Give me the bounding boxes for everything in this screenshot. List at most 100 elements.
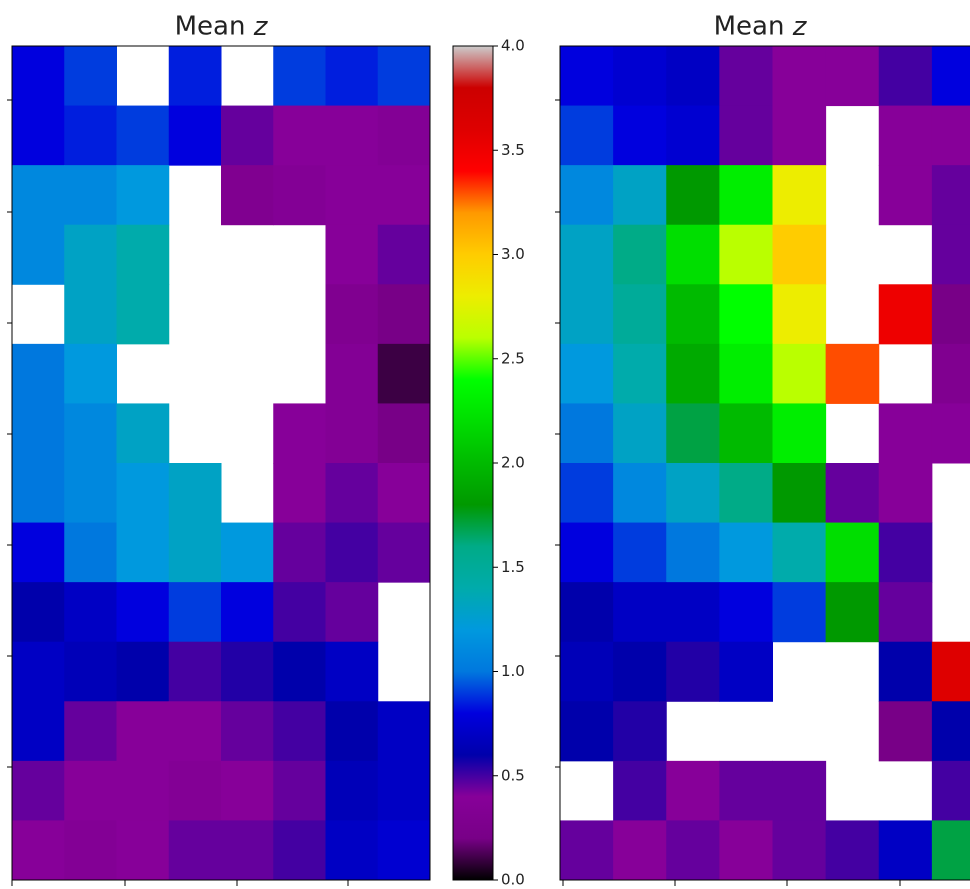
heatmap-cell bbox=[878, 522, 933, 583]
heatmap-cell bbox=[666, 582, 720, 643]
heatmap-cell bbox=[273, 820, 326, 881]
heatmap-cell bbox=[64, 105, 117, 166]
heatmap-cell bbox=[273, 165, 326, 226]
heatmap-cell bbox=[64, 403, 117, 464]
colorbar-tick-label: 2.0 bbox=[501, 454, 525, 472]
heatmap-cell bbox=[560, 403, 614, 464]
heatmap-cell bbox=[772, 522, 827, 583]
heatmap-cell bbox=[168, 463, 222, 524]
heatmap-cell bbox=[772, 463, 827, 524]
heatmap-cell bbox=[772, 284, 827, 345]
heatmap-cell bbox=[221, 582, 274, 643]
heatmap-cell bbox=[931, 284, 970, 345]
heatmap-cell bbox=[116, 760, 170, 821]
colorbar-tick-label: 4.0 bbox=[501, 37, 525, 55]
heatmap-cell bbox=[719, 760, 773, 821]
heatmap-cell bbox=[666, 820, 720, 881]
heatmap-cell bbox=[719, 641, 773, 702]
heatmap-cell bbox=[613, 760, 667, 821]
heatmap-cell bbox=[613, 105, 667, 166]
heatmap-cell bbox=[878, 641, 933, 702]
heatmap-cell bbox=[825, 820, 880, 881]
heatmap-cell bbox=[613, 463, 667, 524]
heatmap-cell bbox=[931, 343, 970, 404]
heatmap-cell bbox=[719, 403, 773, 464]
heatmap-cell bbox=[560, 701, 614, 762]
heatmap-cell bbox=[878, 820, 933, 881]
heatmap-cell bbox=[12, 165, 65, 226]
heatmap-cell bbox=[116, 105, 170, 166]
heatmap-cell bbox=[116, 582, 170, 643]
heatmap-cell bbox=[64, 224, 117, 285]
colorbar bbox=[452, 45, 494, 881]
heatmap-cell bbox=[64, 641, 117, 702]
heatmap-cell bbox=[12, 343, 65, 404]
heatmap-cell bbox=[273, 701, 326, 762]
heatmap-cell bbox=[273, 641, 326, 702]
heatmap-cell bbox=[719, 582, 773, 643]
heatmap-cell bbox=[116, 284, 170, 345]
heatmap-cell bbox=[221, 820, 274, 881]
heatmap-cell bbox=[273, 403, 326, 464]
heatmap-cell bbox=[666, 284, 720, 345]
heatmap-cell bbox=[931, 760, 970, 821]
heatmap-cell bbox=[719, 522, 773, 583]
heatmap-cell bbox=[12, 641, 65, 702]
heatmap-cell bbox=[560, 343, 614, 404]
heatmap-cell bbox=[825, 463, 880, 524]
heatmap-cell bbox=[772, 165, 827, 226]
heatmap-cell bbox=[116, 641, 170, 702]
heatmap-cell bbox=[168, 582, 222, 643]
heatmap-cell bbox=[666, 641, 720, 702]
heatmap-cell bbox=[273, 522, 326, 583]
heatmap-cell bbox=[613, 46, 667, 107]
heatmap-cell bbox=[560, 820, 614, 881]
heatmap-cell bbox=[560, 522, 614, 583]
heatmap-cell bbox=[666, 46, 720, 107]
heatmap-cell bbox=[560, 165, 614, 226]
heatmap-cell bbox=[168, 105, 222, 166]
colorbar-tick-label: 1.0 bbox=[501, 662, 525, 680]
colorbar-tick-label: 2.5 bbox=[501, 349, 525, 367]
heatmap-cell bbox=[560, 105, 614, 166]
heatmap-cell bbox=[64, 46, 117, 107]
heatmap-cell bbox=[221, 105, 274, 166]
heatmap-cell bbox=[878, 284, 933, 345]
heatmap-cell bbox=[377, 463, 431, 524]
heatmap-cell bbox=[931, 165, 970, 226]
heatmap-cell bbox=[377, 105, 431, 166]
heatmap-cell bbox=[325, 820, 379, 881]
heatmap-cell bbox=[613, 224, 667, 285]
heatmap-cell bbox=[12, 760, 65, 821]
heatmap-cell bbox=[878, 165, 933, 226]
heatmap-cell bbox=[116, 701, 170, 762]
heatmap-cell bbox=[825, 343, 880, 404]
heatmap-cell bbox=[12, 224, 65, 285]
heatmap-cell bbox=[825, 46, 880, 107]
heatmap-cell bbox=[64, 820, 117, 881]
heatmap-cell bbox=[825, 582, 880, 643]
heatmap-cell bbox=[719, 463, 773, 524]
heatmap-cell bbox=[325, 641, 379, 702]
colorbar-tick-label: 3.0 bbox=[501, 245, 525, 263]
heatmap-cell bbox=[64, 343, 117, 404]
heatmap-cell bbox=[377, 46, 431, 107]
heatmap-cell bbox=[64, 165, 117, 226]
heatmap-cell bbox=[168, 46, 222, 107]
heatmap-cell bbox=[273, 46, 326, 107]
heatmap-cell bbox=[772, 760, 827, 821]
heatmap-cell bbox=[719, 284, 773, 345]
heatmap-cell bbox=[116, 403, 170, 464]
heatmap-cell bbox=[325, 522, 379, 583]
heatmap-cell bbox=[12, 46, 65, 107]
heatmap-cell bbox=[931, 701, 970, 762]
heatmap-cell bbox=[719, 105, 773, 166]
heatmap-cell bbox=[12, 403, 65, 464]
heatmap-cell bbox=[377, 701, 431, 762]
heatmap-cell bbox=[931, 820, 970, 881]
heatmap-cell bbox=[719, 343, 773, 404]
heatmap-cell bbox=[772, 403, 827, 464]
heatmap-cell bbox=[168, 760, 222, 821]
